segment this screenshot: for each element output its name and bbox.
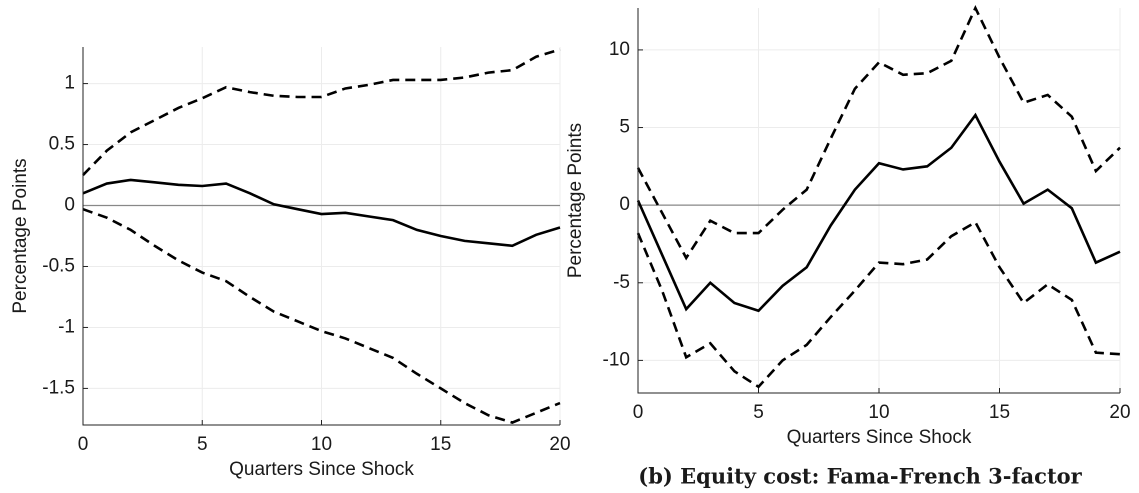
- x-tick-label: 15: [430, 434, 451, 455]
- y-tick-label: 0: [619, 194, 630, 215]
- x-tick-label: 20: [1109, 402, 1130, 423]
- series-line: [636, 112, 1121, 313]
- y-tick-label: 0.5: [49, 134, 75, 155]
- y-tick-label: -1: [58, 316, 75, 337]
- x-tick-label: 10: [311, 434, 332, 455]
- x-tick-label: 0: [633, 402, 644, 423]
- series-line: [82, 48, 561, 176]
- series-line: [82, 178, 561, 248]
- x-axis-label: Quarters Since Shock: [229, 459, 414, 480]
- y-tick-label: 1: [64, 73, 75, 94]
- x-tick-label: 5: [197, 434, 208, 455]
- y-axis-label: Percentage Points: [565, 123, 586, 278]
- caption: (b) Equity cost: Fama-French 3-factor: [638, 464, 1082, 489]
- axis-frame: [637, 8, 1120, 394]
- y-tick-label: -1.5: [42, 377, 75, 398]
- x-axis-label: Quarters Since Shock: [787, 427, 972, 448]
- y-tick-label: 10: [609, 39, 630, 60]
- y-tick-label: 5: [619, 117, 630, 138]
- y-tick-label: 0: [64, 195, 75, 216]
- axis-frame: [82, 47, 560, 426]
- x-tick-label: 20: [549, 434, 570, 455]
- x-tick-label: 10: [868, 402, 889, 423]
- y-tick-label: -10: [603, 349, 630, 370]
- y-axis-label: Percentage Points: [10, 158, 31, 313]
- y-tick-label: -0.5: [42, 255, 75, 276]
- series-line: [636, 220, 1121, 389]
- y-tick-label: -5: [613, 272, 630, 293]
- x-tick-label: 0: [78, 434, 89, 455]
- x-tick-label: 5: [753, 402, 764, 423]
- x-tick-label: 15: [989, 402, 1010, 423]
